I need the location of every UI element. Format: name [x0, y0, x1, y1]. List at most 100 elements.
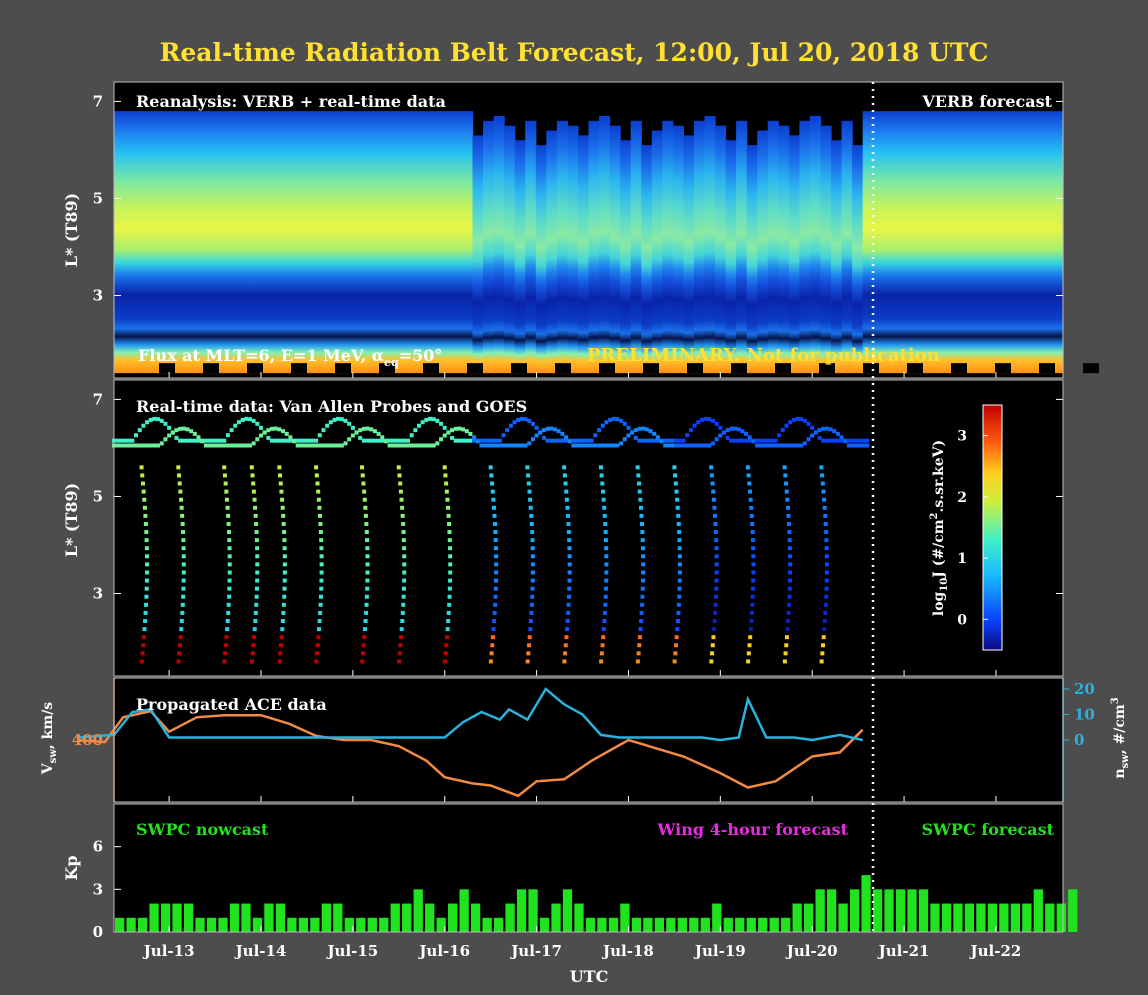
scatter-point: [497, 438, 502, 443]
realtime-label: Real-time data: Van Allen Probes and GOE…: [136, 397, 527, 416]
scatter-point: [192, 438, 197, 443]
heatmap-cell: [472, 135, 484, 374]
scatter-point: [748, 497, 753, 502]
scatter-point: [227, 578, 232, 583]
scatter-point: [566, 521, 571, 526]
scatter-point: [279, 635, 284, 640]
scatter-point: [394, 443, 399, 448]
scatter-point: [603, 521, 608, 526]
scatter-point: [491, 627, 496, 632]
scatter-point: [401, 538, 406, 543]
heatmap-cell: [978, 111, 990, 374]
scatter-point: [281, 438, 286, 443]
scatter-point: [777, 443, 782, 448]
scatter-point: [785, 505, 790, 510]
scatter-point: [736, 427, 741, 432]
scatter-point: [483, 438, 488, 443]
heatmap-cell: [483, 120, 495, 374]
scatter-point: [180, 602, 185, 607]
scatter-point: [446, 430, 451, 435]
scatter-point: [316, 497, 321, 502]
scatter-point: [365, 570, 370, 575]
scatter-point: [134, 443, 139, 448]
scatter-point: [673, 473, 678, 478]
scatter-point: [635, 465, 640, 470]
scatter-point: [710, 441, 715, 446]
scatter-point: [270, 426, 275, 431]
kp-bar: [769, 917, 779, 932]
scatter-point: [224, 497, 229, 502]
scatter-point: [773, 438, 778, 443]
heatmap-cell: [345, 111, 358, 374]
scatter-point: [786, 513, 791, 518]
scatter-point: [284, 438, 289, 443]
scatter-point: [115, 438, 120, 443]
heatmap-cell: [272, 111, 284, 374]
scatter-point: [597, 443, 602, 448]
scatter-point: [181, 538, 186, 543]
x-tick-label: Jul-14: [234, 942, 287, 960]
kp-bar: [482, 917, 492, 932]
scatter-point: [747, 481, 752, 486]
scatter-point: [319, 554, 324, 559]
scatter-point: [364, 610, 369, 615]
scatter-point: [636, 473, 641, 478]
scatter-point: [528, 619, 533, 624]
scatter-point: [278, 643, 283, 648]
scatter-point: [282, 570, 287, 575]
scatter-point: [435, 418, 440, 423]
scatter-point: [562, 659, 567, 664]
scatter-point: [640, 586, 645, 591]
scatter-point: [516, 443, 521, 448]
scatter-point: [250, 651, 255, 656]
heatmap-cell: [662, 120, 674, 374]
scatter-point: [677, 594, 682, 599]
scatter-point: [218, 438, 223, 443]
kp-bar: [631, 917, 642, 932]
scatter-point: [141, 423, 146, 428]
kp-bar: [826, 889, 837, 932]
scatter-point: [233, 423, 238, 428]
scatter-point: [676, 602, 681, 607]
scatter-point: [448, 578, 453, 583]
scatter-point: [696, 443, 701, 448]
scatter-point: [318, 610, 323, 615]
scatter-point: [224, 489, 229, 494]
kp-bar: [700, 917, 710, 932]
heatmap-cell: [409, 111, 421, 374]
scatter-point: [299, 443, 304, 448]
scatter-point: [447, 538, 452, 543]
scatter-point: [750, 530, 755, 535]
scatter-point: [652, 438, 657, 443]
scatter-point: [343, 418, 348, 423]
kp-bar: [666, 917, 676, 932]
scatter-point: [666, 443, 671, 448]
scatter-point: [714, 437, 719, 442]
scatter-point: [712, 627, 717, 632]
heatmap-cell: [883, 111, 895, 374]
scatter-point: [181, 562, 186, 567]
scatter-point: [783, 473, 788, 478]
scatter-point: [530, 594, 535, 599]
scatter-point: [766, 438, 771, 443]
scatter-point: [163, 421, 168, 426]
scatter-point: [365, 578, 370, 583]
scatter-point: [751, 570, 756, 575]
scatter-point: [391, 443, 396, 448]
scatter-point: [637, 438, 642, 443]
scatter-point: [461, 438, 466, 443]
scatter-point: [448, 562, 453, 567]
scatter-point: [538, 430, 543, 435]
scatter-point: [604, 420, 609, 425]
heatmap-cell: [968, 111, 980, 374]
scatter-point: [488, 465, 493, 470]
scatter-point: [688, 428, 693, 433]
scatter-point: [677, 538, 682, 543]
scatter-point: [145, 562, 150, 567]
scatter-point: [571, 443, 576, 448]
scatter-point: [749, 610, 754, 615]
scatter-point: [189, 429, 194, 434]
scatter-point: [677, 570, 682, 575]
scatter-point: [362, 489, 367, 494]
heatmap-cell: [852, 145, 864, 374]
